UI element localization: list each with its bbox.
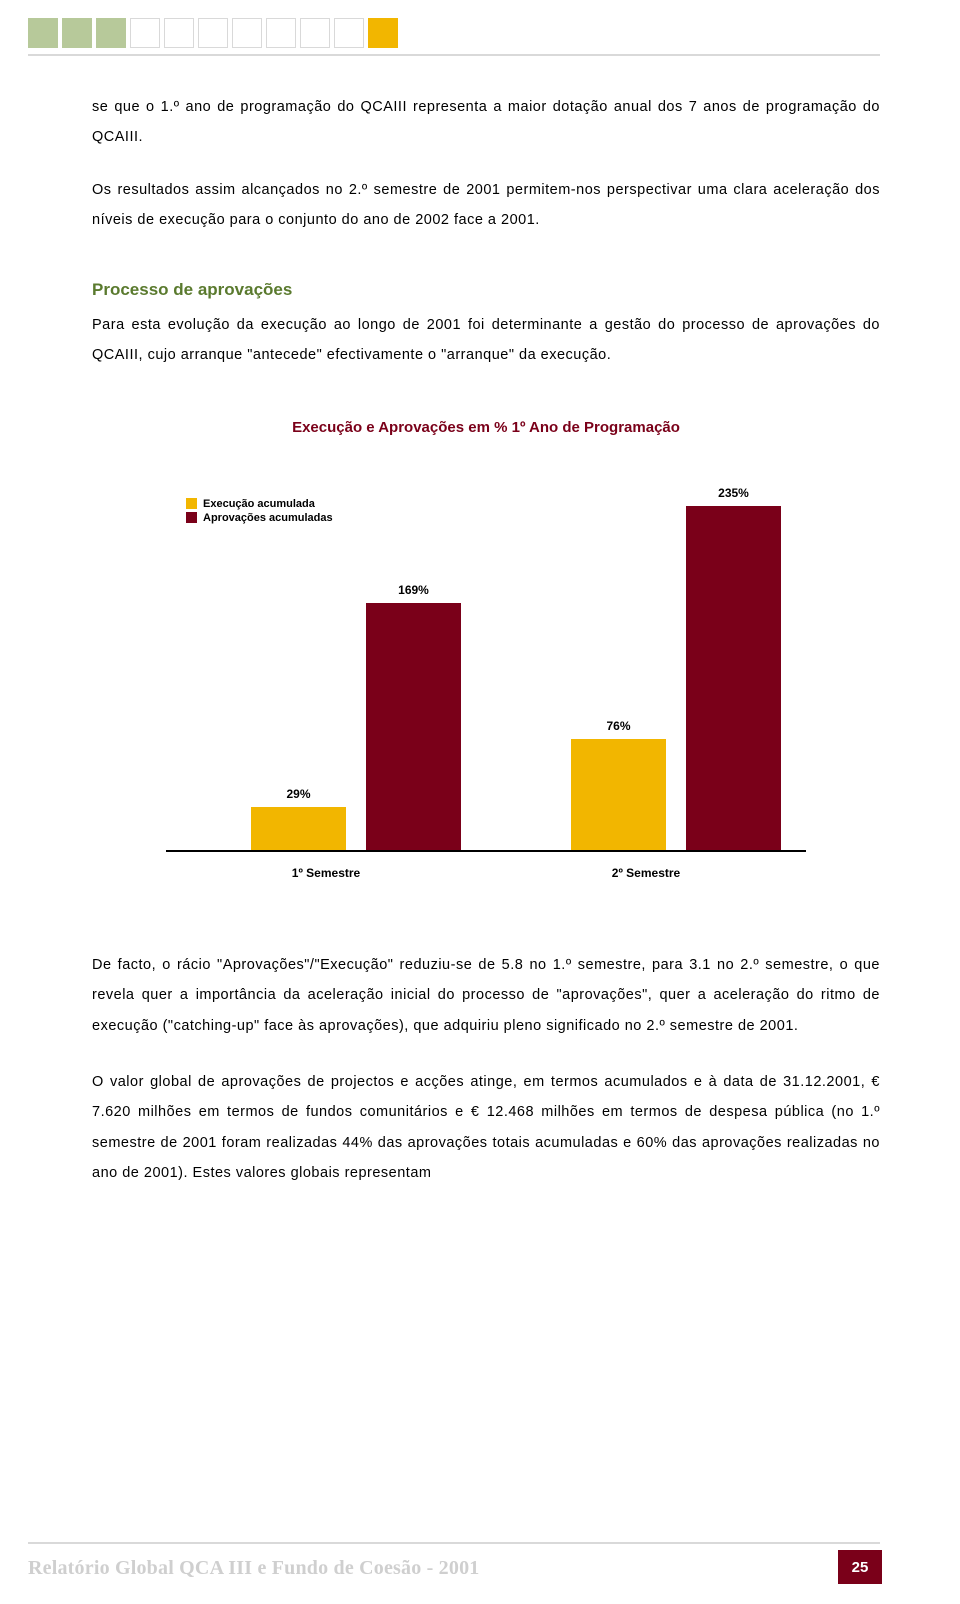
section-title: Processo de aprovações xyxy=(92,280,880,300)
header-square xyxy=(232,18,262,48)
chart-plot-area: Execução acumuladaAprovações acumuladas … xyxy=(166,472,806,852)
header-square xyxy=(164,18,194,48)
header-square xyxy=(28,18,58,48)
bar: 76% xyxy=(571,739,666,850)
page-content: se que o 1.º ano de programação do QCAII… xyxy=(92,92,880,1199)
footer-rule xyxy=(28,1542,880,1544)
header-square xyxy=(368,18,398,48)
page-number-badge: 25 xyxy=(838,1550,882,1584)
header-square xyxy=(300,18,330,48)
paragraph-4: De facto, o rácio "Aprovações"/"Execução… xyxy=(92,950,880,1041)
bar: 235% xyxy=(686,506,781,849)
bar-value-label: 235% xyxy=(686,486,781,500)
bar: 169% xyxy=(366,603,461,850)
header-square xyxy=(266,18,296,48)
legend-swatch xyxy=(186,498,197,509)
header-square xyxy=(334,18,364,48)
legend-item: Aprovações acumuladas xyxy=(186,512,333,524)
header-rule xyxy=(28,54,880,56)
paragraph-1: se que o 1.º ano de programação do QCAII… xyxy=(92,92,880,153)
paragraph-5: O valor global de aprovações de projecto… xyxy=(92,1067,880,1189)
legend-item: Execução acumulada xyxy=(186,498,333,510)
header-square xyxy=(130,18,160,48)
header-square xyxy=(198,18,228,48)
legend-label: Aprovações acumuladas xyxy=(203,512,333,524)
header-square xyxy=(62,18,92,48)
legend-swatch xyxy=(186,512,197,523)
chart-x-axis: 1º Semestre 2º Semestre xyxy=(166,866,806,880)
header-square xyxy=(96,18,126,48)
bar-value-label: 29% xyxy=(251,787,346,801)
header-squares xyxy=(28,18,398,48)
paragraph-2: Os resultados assim alcançados no 2.º se… xyxy=(92,175,880,236)
bar-value-label: 76% xyxy=(571,719,666,733)
chart-title: Execução e Aprovações em % 1º Ano de Pro… xyxy=(92,419,880,436)
legend-label: Execução acumulada xyxy=(203,498,315,510)
bar: 29% xyxy=(251,807,346,849)
bar-value-label: 169% xyxy=(366,583,461,597)
footer-text: Relatório Global QCA III e Fundo de Coes… xyxy=(28,1557,479,1580)
chart-legend: Execução acumulada Aprovações acumuladas xyxy=(186,498,333,526)
x-label-1: 1º Semestre xyxy=(166,866,486,880)
bar-chart: Execução acumuladaAprovações acumuladas … xyxy=(166,472,806,880)
paragraph-3: Para esta evolução da execução ao longo … xyxy=(92,310,880,371)
x-label-2: 2º Semestre xyxy=(486,866,806,880)
